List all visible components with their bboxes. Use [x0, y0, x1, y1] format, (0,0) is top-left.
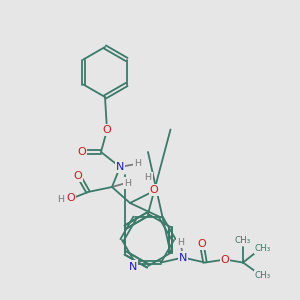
- Text: O: O: [74, 171, 82, 181]
- Text: CH₃: CH₃: [235, 236, 251, 245]
- Text: H: H: [145, 173, 152, 182]
- Text: O: O: [103, 125, 111, 135]
- Text: CH₃: CH₃: [255, 271, 271, 280]
- Text: H: H: [178, 238, 184, 247]
- Text: H: H: [134, 160, 142, 169]
- Text: H: H: [58, 196, 64, 205]
- Text: N: N: [129, 262, 137, 272]
- Text: H: H: [124, 178, 131, 188]
- Text: O: O: [198, 238, 206, 248]
- Text: O: O: [220, 254, 230, 265]
- Text: O: O: [150, 185, 158, 195]
- Text: O: O: [67, 193, 75, 203]
- Text: CH₃: CH₃: [255, 244, 271, 253]
- Text: N: N: [116, 162, 124, 172]
- Text: O: O: [78, 147, 86, 157]
- Text: N: N: [179, 253, 187, 262]
